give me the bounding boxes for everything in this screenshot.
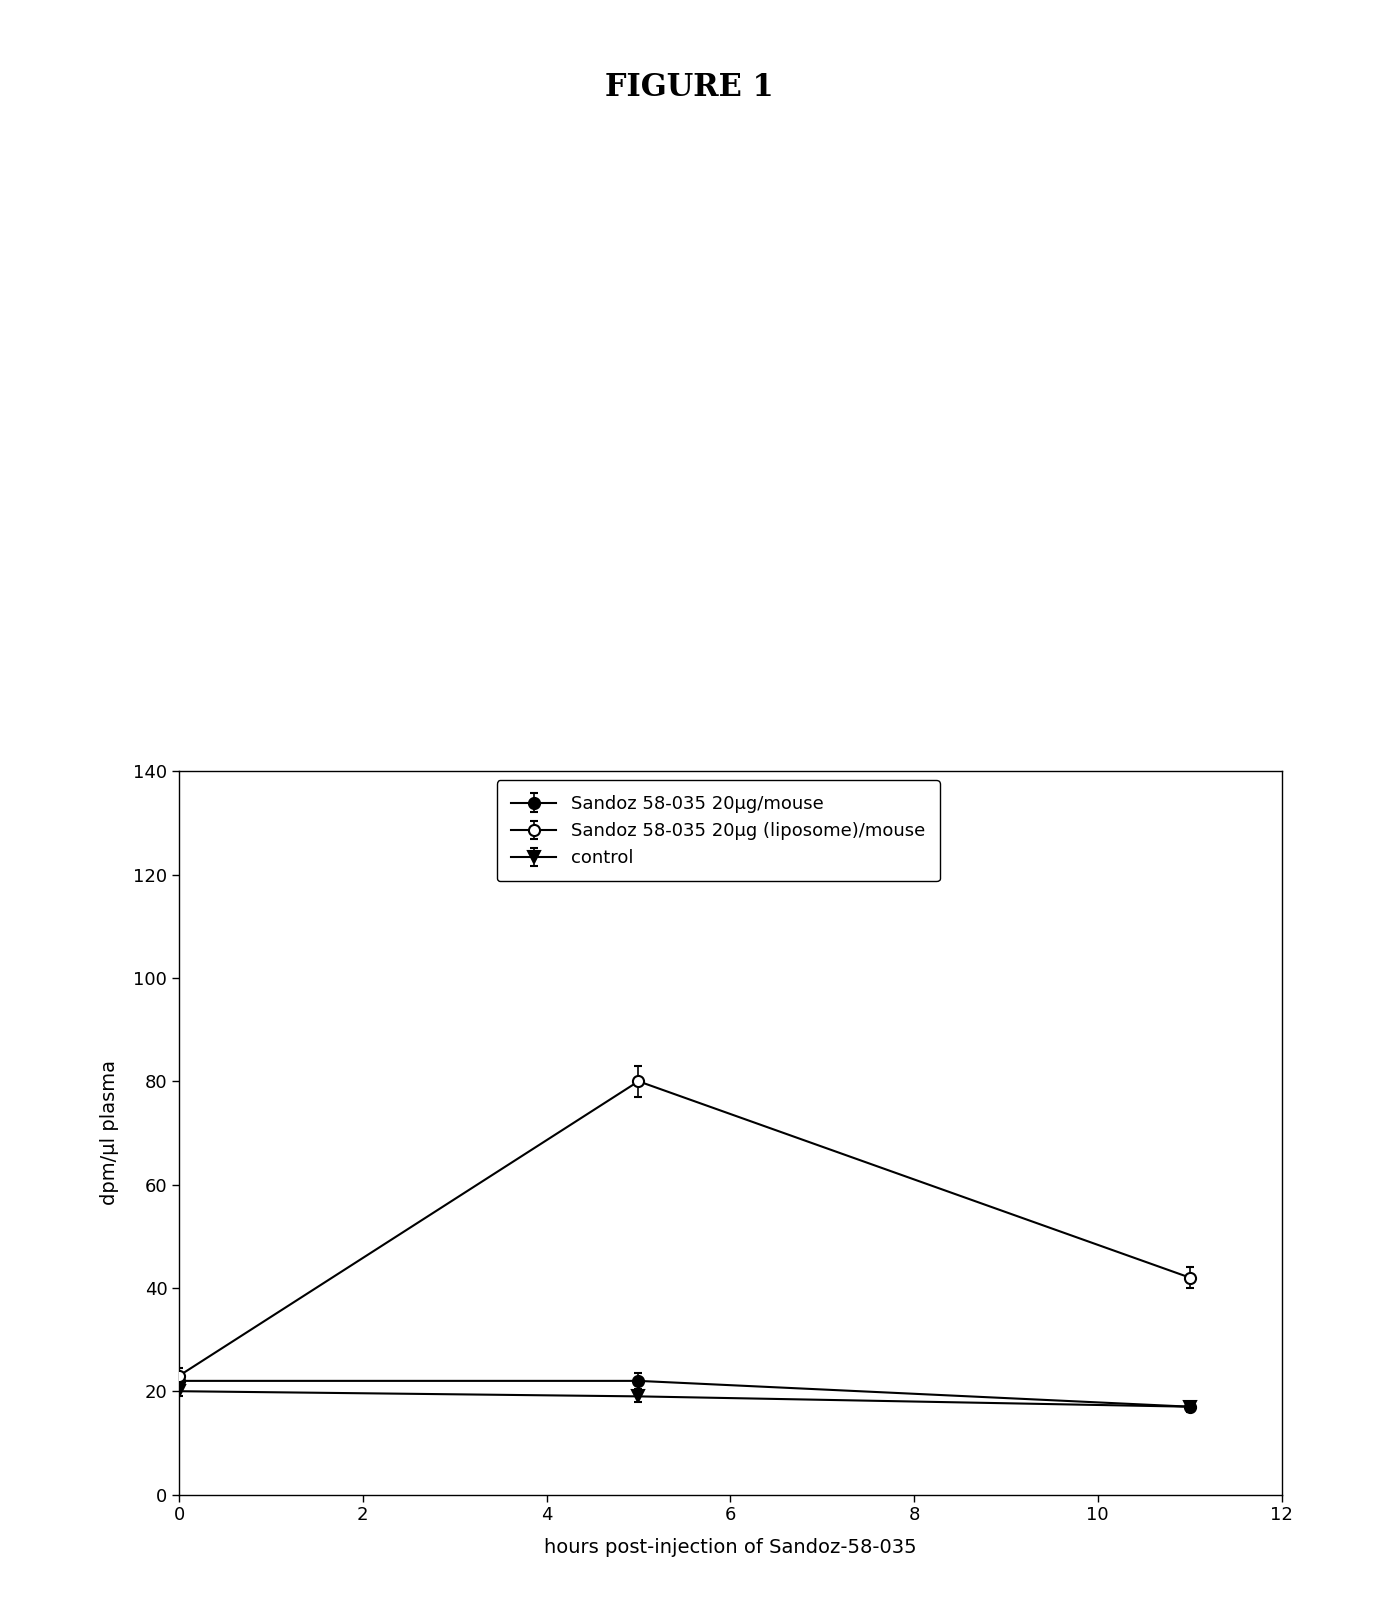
Legend: Sandoz 58-035 20μg/mouse, Sandoz 58-035 20μg (liposome)/mouse, control: Sandoz 58-035 20μg/mouse, Sandoz 58-035 … [497,781,940,881]
Text: FIGURE 1: FIGURE 1 [605,72,773,103]
Y-axis label: dpm/μl plasma: dpm/μl plasma [101,1061,120,1205]
X-axis label: hours post-injection of Sandoz-58-035: hours post-injection of Sandoz-58-035 [544,1538,916,1557]
